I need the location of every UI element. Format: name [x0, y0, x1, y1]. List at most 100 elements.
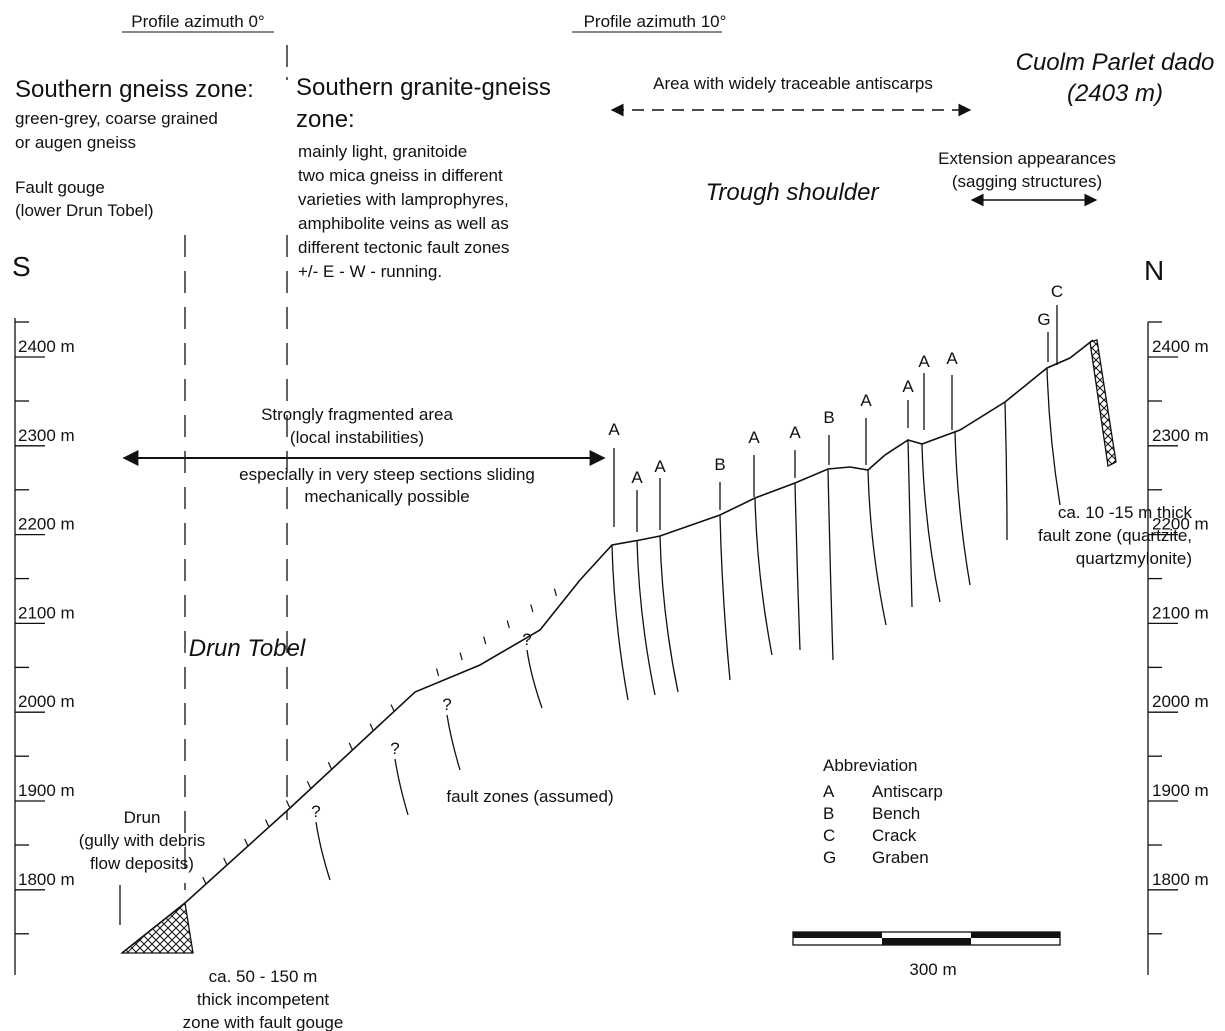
- marker-label: A: [789, 423, 801, 442]
- marker-label: A: [918, 352, 930, 371]
- legend-letter: C: [823, 826, 835, 845]
- marker-label: B: [823, 408, 834, 427]
- legend-text: Antiscarp: [872, 782, 943, 801]
- elevation-label: 2000 m: [1152, 692, 1209, 711]
- fault-line: [754, 497, 773, 656]
- legend-text: Bench: [872, 804, 920, 823]
- fragmented-label: (local instabilities): [290, 428, 424, 447]
- question-mark: ?: [522, 630, 531, 649]
- fault-gouge-label: (lower Drun Tobel): [15, 201, 154, 220]
- fragmented-label: Strongly fragmented area: [261, 405, 453, 424]
- fault-line: [659, 535, 679, 693]
- slope-tick: [348, 742, 353, 750]
- fault-line: [907, 439, 913, 608]
- assumed-fault: [526, 649, 543, 709]
- marker-label: A: [860, 391, 872, 410]
- extension-label: Extension appearances: [938, 149, 1116, 168]
- zone-description: mainly light, granitoide: [298, 142, 467, 161]
- assumed-fault: [394, 758, 409, 816]
- zone-description: two mica gneiss in different: [298, 166, 503, 185]
- legend-title: Abbreviation: [823, 756, 918, 775]
- slope-tick: [306, 781, 311, 789]
- fault-line: [1046, 367, 1061, 506]
- legend-letter: A: [823, 782, 835, 801]
- elevation-label: 2300 m: [18, 426, 75, 445]
- profile-label: Profile azimuth 0°: [131, 12, 264, 31]
- marker-label: G: [1037, 310, 1050, 329]
- zone-description: amphibolite veins as well as: [298, 214, 509, 233]
- assumed-fault: [315, 821, 331, 881]
- incompetent-label: ca. 50 - 150 m: [209, 967, 318, 986]
- zone-description: different tectonic fault zones: [298, 238, 509, 257]
- area-label: Area with widely traceable antiscarps: [653, 74, 933, 93]
- scale-segment: [971, 932, 1060, 938]
- zone-description: varieties with lamprophyres,: [298, 190, 509, 209]
- fault-line: [794, 482, 801, 651]
- marker-label: A: [654, 457, 666, 476]
- marker-label: A: [748, 428, 760, 447]
- slope-tick: [265, 819, 270, 827]
- assumed-fault: [446, 714, 461, 771]
- summit-label: (2403 m): [1067, 80, 1163, 107]
- trough-label: Trough shoulder: [706, 179, 880, 206]
- fault-zone-label: fault zone (quartzite,: [1038, 526, 1192, 545]
- scale-segment: [793, 932, 882, 938]
- direction-label: S: [12, 251, 31, 282]
- slope-tick: [327, 761, 332, 769]
- question-mark: ?: [442, 695, 451, 714]
- question-mark: ?: [311, 802, 320, 821]
- legend-text: Crack: [872, 826, 917, 845]
- elevation-label: 1900 m: [1152, 781, 1209, 800]
- elevation-label: 1800 m: [1152, 870, 1209, 889]
- extension-label: (sagging structures): [952, 172, 1102, 191]
- slope-tick: [223, 857, 228, 865]
- zone-title: Southern gneiss zone:: [15, 76, 254, 103]
- profile-label: Profile azimuth 10°: [584, 12, 727, 31]
- legend-text: Graben: [872, 848, 929, 867]
- summit-label: Cuolm Parlet dado: [1016, 49, 1215, 76]
- legend-letter: B: [823, 804, 834, 823]
- zone-title: zone:: [296, 106, 355, 133]
- elevation-label: 2200 m: [18, 515, 75, 534]
- zone-description: green-grey, coarse grained: [15, 109, 218, 128]
- elevation-label: 1800 m: [18, 870, 75, 889]
- fault-line: [867, 469, 887, 626]
- direction-label: N: [1144, 255, 1164, 286]
- slope-tick: [506, 620, 510, 629]
- elevation-label: 2400 m: [18, 337, 75, 356]
- drun-label: flow deposits): [90, 854, 194, 873]
- fault-gouge-label: Fault gouge: [15, 178, 105, 197]
- slope-tick: [435, 668, 440, 677]
- fault-line: [1004, 401, 1008, 541]
- slope-tick: [202, 876, 207, 885]
- fault-line: [611, 544, 629, 701]
- elevation-label: 2400 m: [1152, 337, 1209, 356]
- fault-line: [719, 514, 731, 681]
- drun-tobel-label: Drun Tobel: [189, 635, 306, 662]
- slope-tick: [483, 636, 487, 645]
- drun-label: Drun: [124, 808, 161, 827]
- fault-zone-label: quartzmylonite): [1076, 549, 1192, 568]
- zone-description: or augen gneiss: [15, 133, 136, 152]
- marker-label: A: [946, 349, 958, 368]
- drun-label: (gully with debris: [79, 831, 206, 850]
- sliding-label: especially in very steep sections slidin…: [239, 465, 535, 484]
- incompetent-label: zone with fault gouge: [183, 1013, 344, 1031]
- slope-tick: [530, 604, 534, 613]
- fault-line: [921, 443, 941, 603]
- elevation-label: 2100 m: [18, 603, 75, 622]
- elevation-label: 2200 m: [1152, 515, 1209, 534]
- slope-tick: [244, 838, 249, 846]
- slope-tick: [285, 800, 291, 808]
- zone-title: Southern granite-gneiss: [296, 74, 551, 101]
- fault-line: [636, 539, 656, 696]
- marker-label: C: [1051, 282, 1063, 301]
- marker-label: A: [608, 420, 620, 439]
- marker-label: B: [714, 455, 725, 474]
- slope-tick: [553, 588, 558, 597]
- fault-line: [827, 468, 834, 661]
- fault-zone-label: ca. 10 -15 m thick: [1058, 503, 1193, 522]
- terrain-profile: [121, 339, 1094, 954]
- incompetent-label: thick incompetent: [197, 990, 330, 1009]
